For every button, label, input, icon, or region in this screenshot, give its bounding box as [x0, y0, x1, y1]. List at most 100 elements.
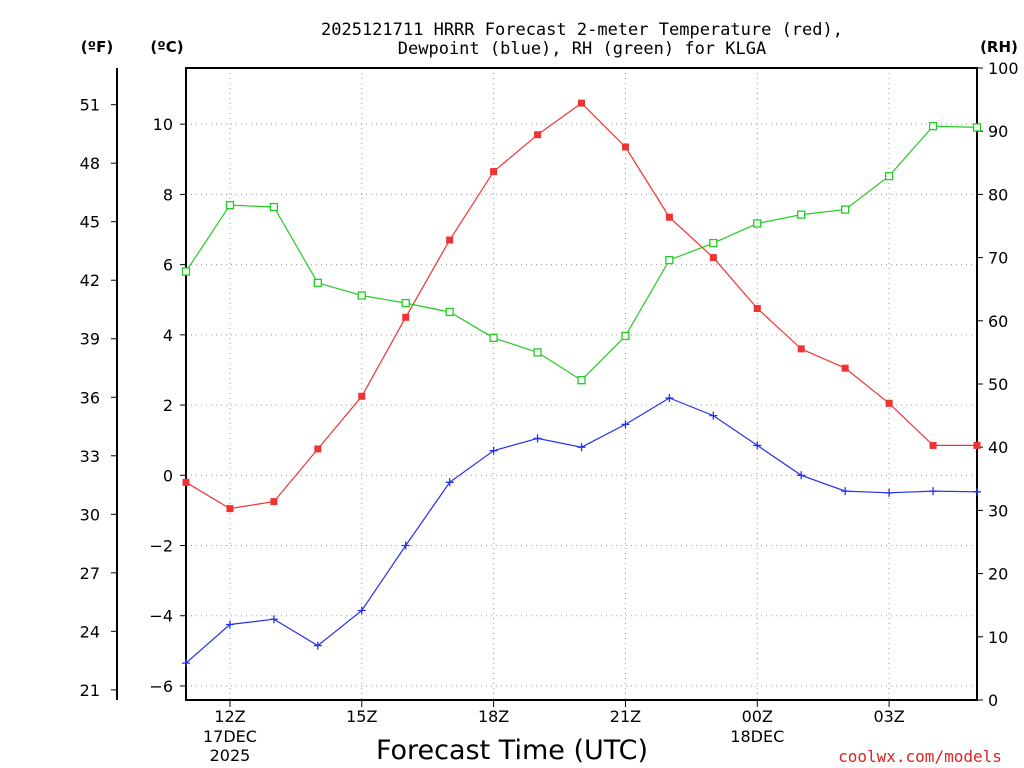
- 2-meter-temperature-point: [182, 478, 190, 486]
- fahrenheit-tick-label: 36: [80, 388, 100, 407]
- dewpoint-point: [797, 471, 806, 480]
- rh-point: [357, 291, 366, 300]
- rh-tick-label: 30: [988, 501, 1008, 520]
- fahrenheit-tick-label: 33: [80, 447, 100, 466]
- fahrenheit-tick-label: 21: [80, 681, 100, 700]
- fahrenheit-tick-label: 27: [80, 564, 100, 583]
- celsius-tick-label: 8: [163, 185, 173, 204]
- dewpoint-point: [621, 420, 630, 429]
- 2-meter-temperature-point: [665, 213, 673, 221]
- x-tick-label: 03Z: [873, 707, 904, 726]
- dewpoint-point: [533, 434, 542, 443]
- rh-point: [313, 278, 322, 288]
- grid-lines: [186, 68, 977, 700]
- 2-meter-temperature-point: [270, 498, 278, 506]
- axes: [111, 67, 983, 707]
- x-date-label: 17DEC: [203, 727, 257, 746]
- 2-meter-temperature-point: [534, 131, 542, 139]
- rh-tick-label: 80: [988, 185, 1008, 204]
- dewpoint-point: [665, 394, 674, 403]
- 2-meter-temperature-point: [490, 168, 498, 176]
- celsius-tick-label: −6: [149, 677, 173, 696]
- fahrenheit-tick-label: 24: [80, 622, 100, 641]
- 2-meter-temperature-point: [402, 313, 410, 321]
- rh-point: [533, 348, 542, 357]
- chart-title-line-1: 2025121711 HRRR Forecast 2-meter Tempera…: [321, 20, 843, 40]
- rh-tick-label: 70: [988, 249, 1008, 268]
- fahrenheit-tick-label: 42: [80, 271, 100, 290]
- rh-tick-label: 40: [988, 438, 1008, 457]
- dewpoint-point: [182, 659, 190, 668]
- celsius-tick-label: 2: [163, 396, 173, 415]
- rh-point: [884, 171, 894, 181]
- dewpoint-point: [841, 487, 850, 496]
- x-tick-label: 15Z: [346, 707, 377, 726]
- 2-meter-temperature-point: [578, 99, 585, 107]
- celsius-tick-label: 6: [163, 256, 173, 275]
- dewpoint-point: [885, 488, 894, 497]
- watermark: coolwx.com/models: [838, 747, 1002, 766]
- rh-tick-label: 20: [988, 565, 1008, 584]
- rh-tick-label: 0: [988, 691, 998, 710]
- rh-tick-label: 90: [988, 122, 1008, 141]
- rh-tick-label: 60: [988, 312, 1008, 331]
- dewpoint-point: [489, 446, 498, 455]
- celsius-tick-label: −4: [149, 607, 173, 626]
- fahrenheit-unit-label: (ºF): [81, 38, 113, 56]
- dewpoint-point: [445, 478, 454, 487]
- fahrenheit-tick-label: 51: [80, 96, 100, 115]
- dewpoint-point: [753, 441, 762, 450]
- data-series: [181, 99, 982, 668]
- dewpoint-point: [577, 443, 586, 452]
- rh-point: [841, 205, 850, 214]
- fahrenheit-tick-label: 30: [80, 505, 100, 524]
- dewpoint-point: [269, 615, 278, 624]
- tick-labels: 2124273033363942454851−6−4−2024681001020…: [80, 59, 1019, 765]
- 2-meter-temperature-point: [226, 505, 234, 513]
- dewpoint-point: [709, 411, 718, 420]
- fahrenheit-tick-label: 39: [80, 330, 100, 349]
- chart-title-line-2: Dewpoint (blue), RH (green) for KLGA: [398, 39, 766, 59]
- 2-meter-temperature-point: [797, 345, 805, 353]
- 2-meter-temperature-point: [929, 441, 937, 449]
- 2-meter-temperature-point: [446, 236, 454, 244]
- rh-tick-label: 50: [988, 375, 1008, 394]
- 2-meter-temperature-point: [753, 305, 761, 313]
- 2-meter-temperature-point: [621, 143, 629, 151]
- fahrenheit-tick-label: 48: [80, 154, 100, 173]
- rh-point: [577, 376, 586, 385]
- celsius-tick-label: −2: [149, 537, 173, 556]
- 2-meter-temperature-point: [314, 445, 322, 453]
- dewpoint-line: [185, 397, 978, 664]
- rh-point: [269, 202, 279, 212]
- rh-point: [181, 267, 191, 276]
- rh-point: [665, 255, 674, 265]
- dewpoint-point: [973, 487, 981, 496]
- x-tick-label: 12Z: [214, 707, 245, 726]
- rh-point: [489, 333, 498, 343]
- dewpoint-point: [313, 641, 322, 650]
- 2-meter-temperature-point: [841, 364, 849, 372]
- dewpoint-point: [401, 541, 410, 550]
- dewpoint-point: [929, 487, 938, 496]
- x-tick-label: 21Z: [610, 707, 641, 726]
- celsius-tick-label: 10: [153, 115, 173, 134]
- 2-meter-temperature-point: [973, 441, 981, 449]
- rh-point: [709, 238, 718, 248]
- x-year-label: 2025: [210, 746, 251, 765]
- rh-point: [445, 307, 454, 317]
- celsius-tick-label: 0: [163, 466, 173, 485]
- 2-meter-temperature-point: [885, 399, 893, 407]
- x-date-label: 18DEC: [730, 727, 784, 746]
- rh-point: [797, 210, 806, 219]
- rh-tick-label: 100: [988, 59, 1019, 78]
- dewpoint-point: [357, 606, 366, 615]
- rh-point: [753, 219, 762, 228]
- rh-point: [972, 123, 982, 132]
- rh-tick-label: 10: [988, 628, 1008, 647]
- rh-point: [928, 121, 938, 131]
- 2-meter-temperature-point: [358, 392, 366, 400]
- fahrenheit-tick-label: 45: [80, 213, 100, 232]
- x-tick-label: 00Z: [742, 707, 773, 726]
- celsius-unit-label: (ºC): [150, 38, 183, 56]
